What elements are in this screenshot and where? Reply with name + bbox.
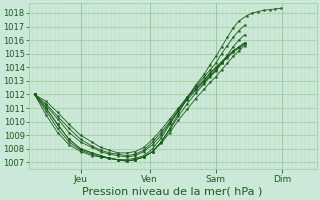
X-axis label: Pression niveau de la mer( hPa ): Pression niveau de la mer( hPa ) — [83, 187, 263, 197]
